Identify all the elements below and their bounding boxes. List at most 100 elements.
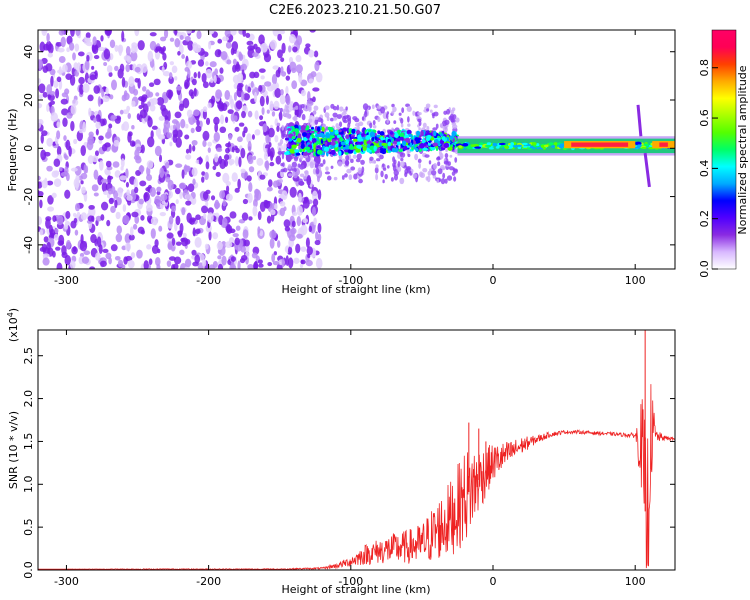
noise-blob: [140, 215, 145, 221]
noise-blob: [55, 88, 60, 99]
noise-blob: [247, 45, 255, 51]
noise-blob: [50, 100, 55, 105]
noise-blob: [104, 170, 112, 176]
noise-blob: [41, 30, 48, 37]
halo-blob: [425, 103, 431, 108]
noise-blob: [298, 72, 303, 83]
noise-blob: [88, 204, 95, 210]
noise-blob: [130, 252, 136, 259]
halo-blob: [406, 170, 412, 174]
halo-blob: [345, 154, 350, 161]
band-blob: [311, 139, 317, 143]
noise-blob: [63, 153, 67, 159]
halo-blob: [336, 114, 343, 120]
noise-blob: [110, 205, 116, 213]
noise-blob: [230, 256, 236, 262]
noise-blob: [56, 146, 62, 156]
noise-blob: [269, 161, 275, 167]
noise-blob: [121, 94, 127, 102]
halo-blob: [371, 104, 375, 110]
noise-blob: [112, 161, 120, 168]
halo-blob: [428, 160, 432, 165]
band-blob: [316, 145, 321, 149]
noise-blob: [122, 204, 127, 213]
noise-blob: [230, 112, 235, 122]
noise-blob: [167, 179, 174, 191]
noise-blob: [155, 92, 160, 97]
steady-band-blob: [492, 142, 498, 147]
noise-blob: [218, 155, 223, 165]
noise-blob: [240, 147, 246, 159]
noise-blob: [240, 168, 246, 174]
noise-blob: [46, 180, 54, 186]
halo-blob: [406, 105, 412, 113]
noise-blob: [134, 77, 140, 83]
noise-blob: [216, 147, 223, 153]
halo-blob: [325, 126, 329, 131]
halo-blob: [315, 116, 319, 120]
band-blob: [347, 149, 354, 154]
halo-blob: [393, 120, 397, 124]
noise-blob: [47, 206, 55, 212]
noise-blob: [76, 62, 81, 73]
noise-blob: [205, 68, 213, 79]
noise-blob: [317, 189, 322, 201]
band-blob: [371, 135, 375, 142]
band-blob: [323, 146, 330, 152]
noise-blob: [126, 105, 131, 112]
noise-blob: [178, 103, 185, 112]
halo-blob: [374, 166, 379, 174]
noise-blob: [53, 170, 60, 176]
noise-blob: [296, 205, 303, 216]
noise-blob: [132, 223, 138, 230]
noise-blob: [179, 249, 185, 256]
halo-blob: [380, 170, 384, 178]
halo-blob: [399, 161, 405, 168]
noise-blob: [276, 125, 280, 132]
band-blob: [439, 133, 444, 137]
noise-blob: [114, 65, 119, 72]
halo-blob: [453, 176, 457, 182]
steady-band-blob: [636, 144, 642, 148]
noise-blob: [216, 241, 223, 251]
halo-blob: [355, 158, 361, 163]
band-blob: [330, 141, 336, 146]
noise-blob: [103, 190, 109, 196]
noise-blob: [281, 190, 288, 201]
noise-blob: [242, 198, 249, 205]
noise-blob: [215, 171, 221, 177]
band-blob: [401, 140, 407, 147]
noise-blob: [52, 141, 57, 146]
noise-blob: [79, 83, 84, 95]
y-tick-label: 2.0: [22, 390, 35, 408]
noise-blob: [38, 94, 43, 100]
band-blob: [339, 136, 344, 142]
noise-blob: [138, 165, 145, 173]
halo-blob: [320, 118, 324, 124]
colorbar-scale: [711, 29, 737, 270]
band-blob: [426, 131, 430, 135]
halo-blob: [338, 121, 343, 128]
noise-blob: [93, 192, 99, 197]
noise-blob: [261, 107, 265, 116]
noise-blob: [163, 30, 169, 39]
band-blob: [382, 148, 387, 151]
band-blob: [334, 129, 339, 135]
noise-blob: [79, 240, 88, 252]
noise-blob: [87, 155, 94, 164]
halo-blob: [280, 128, 286, 136]
halo-blob: [285, 113, 291, 119]
halo-blob: [385, 113, 389, 119]
noise-blob: [244, 84, 249, 92]
halo-blob: [437, 156, 441, 160]
halo-blob: [292, 170, 296, 177]
noise-blob: [194, 236, 202, 248]
noise-blob: [138, 198, 145, 205]
noise-blob: [151, 245, 159, 254]
noise-blob: [55, 246, 61, 251]
noise-blob: [101, 178, 108, 184]
band-blob: [404, 137, 411, 142]
noise-blob: [252, 52, 259, 57]
noise-blob: [277, 240, 281, 248]
noise-blob: [259, 95, 265, 107]
